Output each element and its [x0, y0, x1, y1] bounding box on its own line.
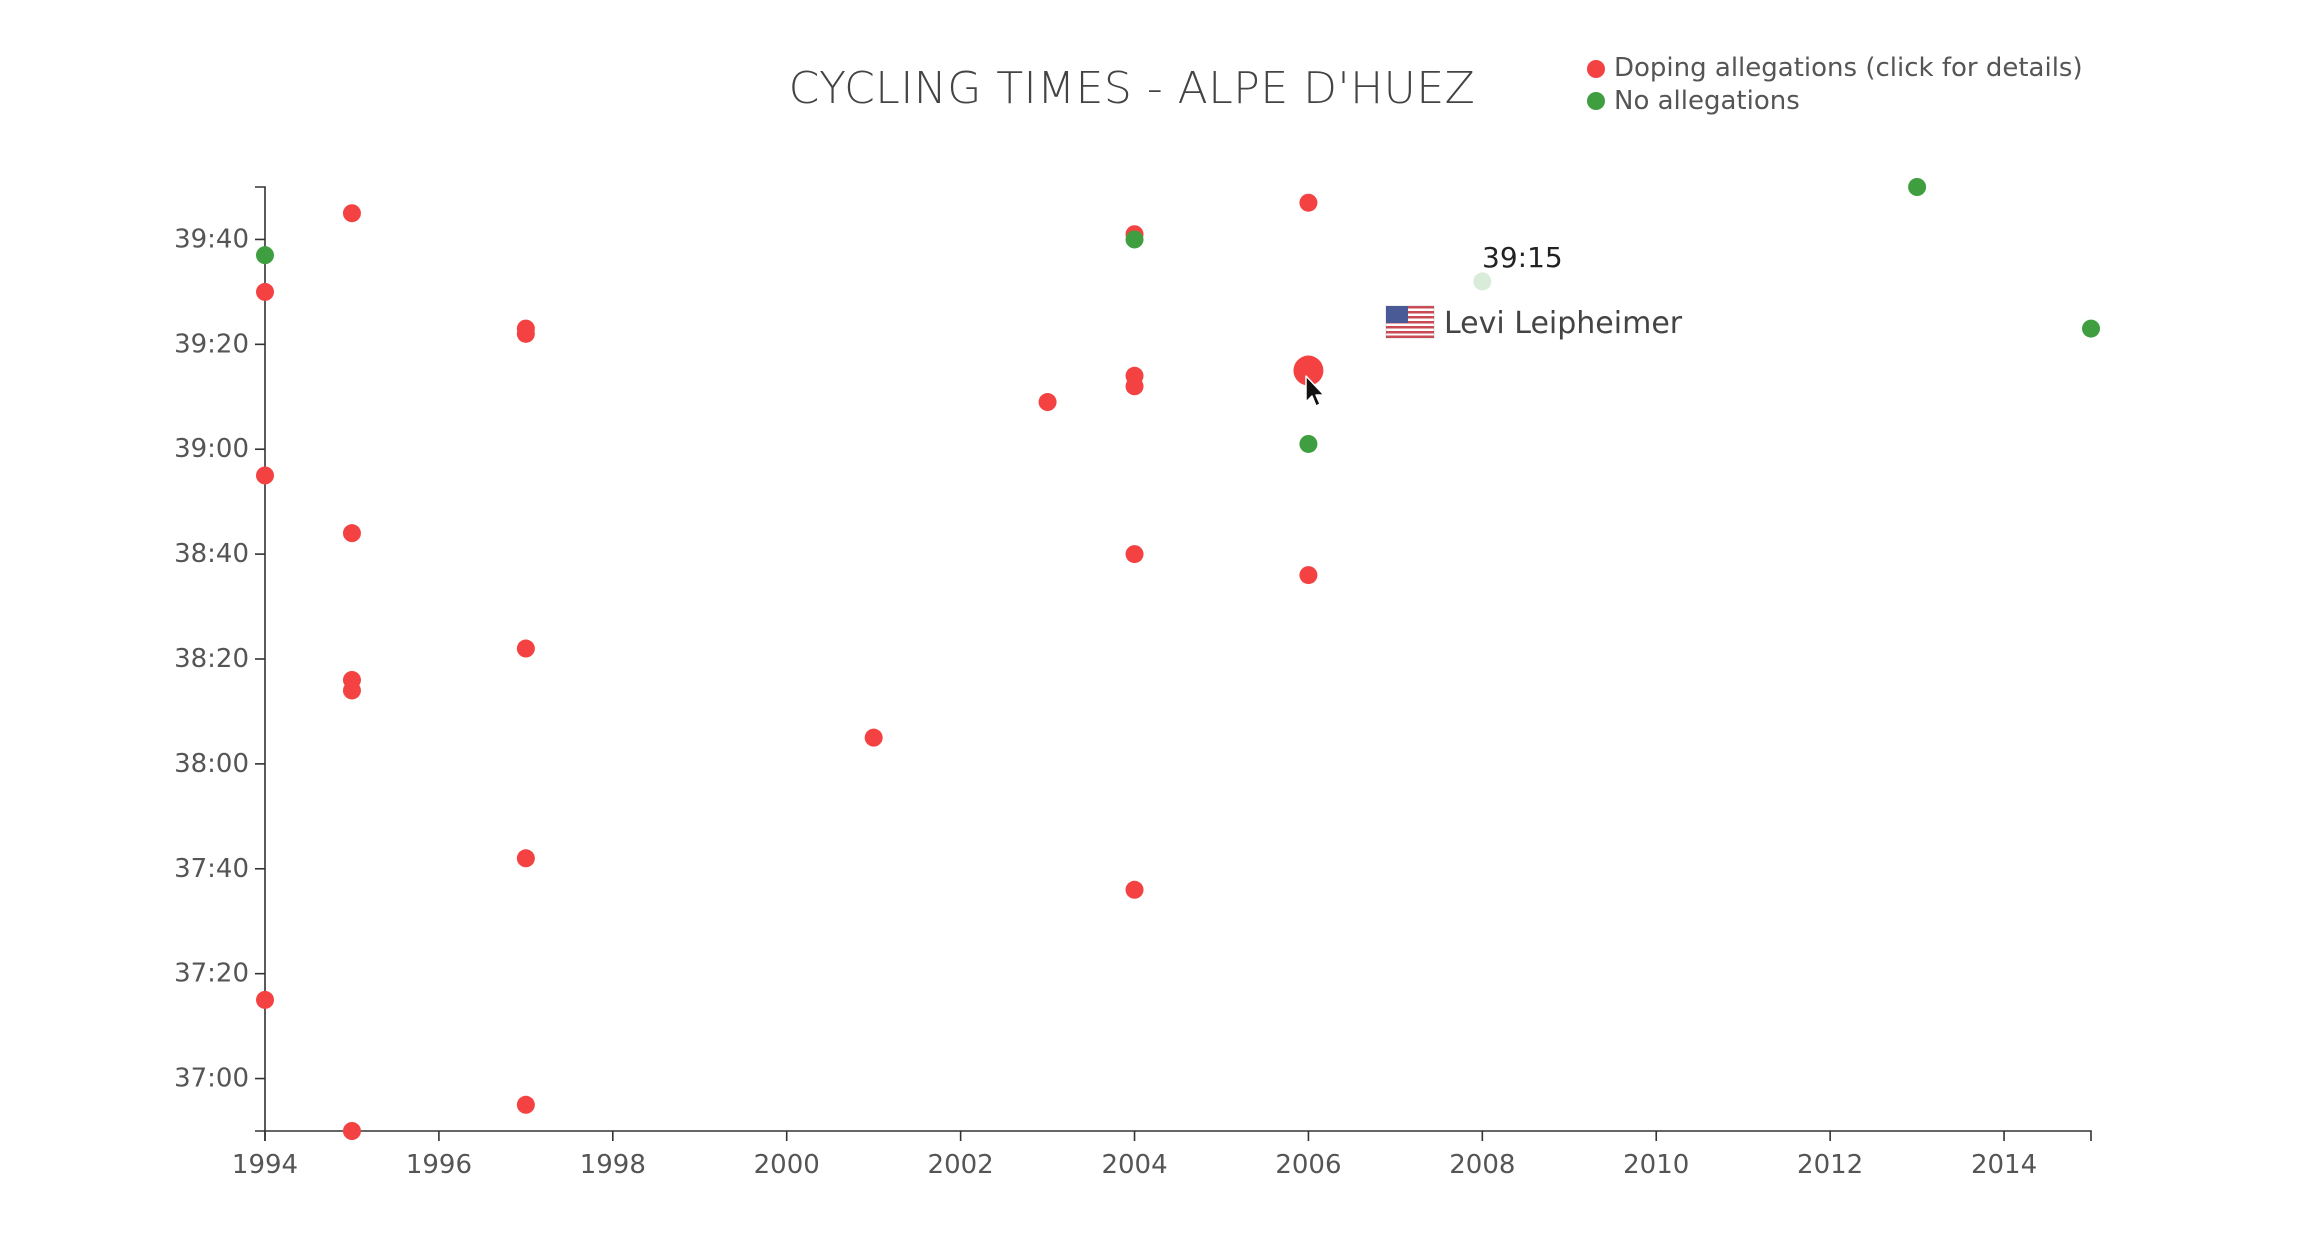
no-allegation-data-point[interactable]: [1299, 434, 1318, 453]
legend-doping-label: Doping allegations (click for details): [1614, 53, 2083, 83]
x-tick-label: 2010: [1623, 1150, 1689, 1180]
y-tick-label: 39:20: [174, 329, 249, 359]
data-points: [256, 178, 2100, 1140]
legend-no-allegations-label: No allegations: [1614, 86, 1800, 116]
no-allegation-data-point[interactable]: [1125, 230, 1144, 249]
y-tick-label: 38:20: [174, 644, 249, 674]
tooltip-time: 39:15: [1482, 241, 1563, 274]
y-tick-label: 38:00: [174, 749, 249, 779]
doping-data-point[interactable]: [1125, 545, 1144, 564]
doping-data-point[interactable]: [516, 639, 535, 658]
doping-data-point[interactable]: [1125, 377, 1144, 396]
doping-data-point[interactable]: [516, 1095, 535, 1114]
doping-data-point[interactable]: [1038, 393, 1057, 412]
tooltip-rider-name: Levi Leipheimer: [1444, 306, 1683, 341]
x-tick-label: 2014: [1971, 1150, 2037, 1180]
y-tick-label: 37:20: [174, 959, 249, 989]
axes: 37:00 37:20 37:40 38:00 38:20 38:40 39:00 39:20…: [174, 186, 2092, 1180]
doping-data-point[interactable]: [342, 1122, 361, 1140]
no-allegation-data-point[interactable]: [2082, 319, 2100, 338]
y-tick-label: 37:00: [174, 1064, 249, 1094]
doping-data-point[interactable]: [1125, 880, 1144, 899]
legend: Doping allegations (click for details) N…: [1587, 53, 2083, 116]
doping-data-point[interactable]: [1299, 566, 1318, 585]
x-tick-label: 2002: [928, 1150, 994, 1180]
y-tick-label: 39:00: [174, 434, 249, 464]
doping-data-point[interactable]: [1293, 355, 1324, 386]
x-tick-label: 1998: [580, 1150, 646, 1180]
doping-data-point[interactable]: [864, 728, 883, 747]
x-tick-label: 2004: [1101, 1150, 1167, 1180]
no-allegation-data-point[interactable]: [256, 246, 274, 265]
doping-data-point[interactable]: [1299, 193, 1318, 212]
doping-data-point[interactable]: [256, 466, 274, 485]
x-tick-label: 2012: [1797, 1150, 1863, 1180]
doping-data-point[interactable]: [256, 282, 274, 301]
doping-data-point[interactable]: [256, 990, 274, 1009]
y-tick-label: 37:40: [174, 854, 249, 884]
doping-data-point[interactable]: [516, 849, 535, 868]
x-tick-label: 2006: [1275, 1150, 1341, 1180]
x-tick-label: 1994: [232, 1150, 298, 1180]
us-flag-icon: [1385, 305, 1435, 339]
x-axis-line: [264, 1130, 2092, 1141]
x-tick-label: 2008: [1449, 1150, 1515, 1180]
x-tick-label: 2000: [754, 1150, 820, 1180]
y-tick-label: 39:40: [174, 224, 249, 254]
mouse-cursor-icon: [1305, 375, 1325, 407]
tooltip: 39:15 Levi Leipheimer: [1385, 241, 1683, 341]
no-allegation-data-point[interactable]: [1473, 272, 1492, 291]
x-tick-label: 1996: [406, 1150, 472, 1180]
doping-data-point[interactable]: [342, 681, 361, 700]
doping-data-point[interactable]: [342, 204, 361, 223]
y-tick-label: 38:40: [174, 539, 249, 569]
doping-data-point[interactable]: [516, 324, 535, 343]
legend-no-allegations-marker: [1587, 92, 1605, 110]
no-allegation-data-point[interactable]: [1908, 178, 1927, 196]
legend-doping-marker: [1587, 60, 1605, 78]
doping-data-point[interactable]: [342, 524, 361, 543]
chart-title: CYCLING TIMES - ALPE D'HUEZ: [789, 63, 1476, 114]
